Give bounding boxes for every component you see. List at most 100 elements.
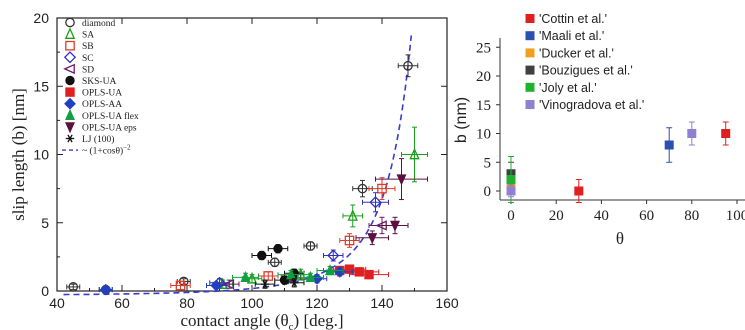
point-sa-3 [347, 209, 358, 221]
legend-marker-10-stroke [67, 134, 73, 143]
legend-marker-2 [65, 40, 75, 51]
point-diamond-3-shape [269, 257, 280, 268]
point-opls-ua-3-shape [364, 269, 374, 280]
point-lj-100--1-stroke [291, 278, 297, 287]
point-sb-2-shape [344, 235, 355, 246]
point-sb-1-shape [263, 271, 274, 281]
right-point-5-0 [506, 186, 516, 196]
point-diamond-6-shape [403, 60, 413, 71]
right-point-1-1 [664, 140, 674, 150]
right-y-tick-label: 5 [484, 155, 492, 171]
right-point-0-0 [574, 186, 584, 196]
point-opls-ua-flex-0-shape [240, 270, 251, 283]
point-sb-3 [377, 183, 387, 194]
point-opls-aa-0 [99, 283, 112, 296]
point-sb-2 [344, 235, 355, 246]
right-legend-marker-0 [525, 14, 535, 23]
legend-marker-8 [65, 108, 75, 120]
point-opls-ua-2 [354, 267, 364, 277]
left-y-axis-label: slip length (b) [nm] [9, 88, 28, 221]
right-y-axis-label: b (nm) [453, 97, 470, 143]
point-opls-ua-flex-0 [240, 270, 251, 283]
point-sb-1 [263, 271, 274, 281]
point-lj-100--0-stroke [262, 280, 268, 289]
left-y-tick-label: 20 [33, 10, 49, 26]
legend-marker-4-shape [63, 63, 75, 75]
point-opls-ua-flex-1-shape [286, 268, 296, 280]
point-diamond-0-shape [68, 282, 79, 292]
right-legend-label-5: 'Vinogradova et al.' [539, 98, 644, 112]
point-opls-aa-1-shape [210, 279, 223, 292]
left-x-axis-label-main: contact angle (θ [180, 311, 288, 330]
point-sa-1-shape [246, 271, 258, 284]
point-sc-1 [327, 249, 340, 262]
point-sa-4 [409, 147, 420, 160]
legend-label-9: OPLS-UA eps [82, 123, 137, 133]
legend-marker-0 [65, 17, 75, 28]
right-legend-marker-3 [525, 65, 535, 75]
left-x-tick-label: 140 [370, 295, 394, 311]
point-lj-100--1 [290, 278, 299, 287]
point-opls-aa-1 [210, 279, 223, 292]
point-diamond-4-shape [305, 241, 316, 251]
left-y-tick-label: 10 [33, 147, 49, 163]
fit-curve-line [63, 35, 413, 296]
right-x-tick-label: 40 [594, 208, 609, 224]
point-opls-ua-eps-1-shape [396, 174, 407, 186]
left-yerr-0-6 [405, 54, 411, 78]
right-legend-marker-2 [525, 48, 535, 58]
point-sc-1-shape [327, 249, 340, 262]
right-legend-label-1: 'Maali et al.' [539, 29, 604, 43]
legend-marker-3 [63, 51, 77, 64]
right-point-0-1 [721, 129, 731, 138]
legend-marker-8-shape [65, 108, 75, 120]
point-opls-ua-flex-1 [286, 268, 296, 280]
right-x-tick-label: 0 [507, 208, 515, 224]
point-sa-1 [246, 271, 258, 284]
legend-marker-9 [65, 122, 75, 134]
legend-fit-label: ~ (1+cosθ)−2 [82, 144, 131, 157]
right-x-axis-label: θ [616, 229, 624, 248]
legend-marker-2-shape [65, 40, 75, 51]
legend-marker-1-shape [64, 27, 76, 39]
point-diamond-3 [269, 257, 280, 268]
left-yerr-1-3 [350, 204, 356, 228]
point-sks-ua-0-shape [257, 250, 267, 261]
right-legend-marker-1 [525, 31, 535, 41]
right-x-tick-label: 60 [639, 208, 654, 224]
point-sb-3-shape [377, 183, 387, 194]
point-sb-0-shape [175, 280, 186, 291]
legend-marker-3-shape [63, 51, 77, 64]
legend-label-5: SKS-UA [82, 77, 116, 87]
point-sks-ua-0 [257, 250, 267, 261]
legend-marker-6-shape [65, 87, 75, 97]
right-x-tick-label: 20 [549, 208, 564, 224]
right-y-tick-label: 25 [476, 40, 491, 56]
left-y-tick-label: 0 [41, 283, 49, 299]
point-sb-0 [175, 280, 186, 291]
left-yerr-3-2 [373, 192, 378, 213]
legend-label-6: OPLS-UA [82, 89, 122, 99]
legend-marker-7 [64, 97, 76, 110]
left-yerr-2-3 [379, 177, 385, 201]
left-x-axis-label-sub: c [289, 321, 294, 330]
legend-marker-10 [65, 134, 75, 143]
legend-marker-5-shape [65, 75, 75, 86]
left-x-tick-label: 80 [179, 295, 195, 311]
legend-label-8: OPLS-UA flex [82, 111, 139, 122]
legend-fit-label-sup: −2 [123, 144, 131, 152]
legend-label-10: LJ (100) [82, 134, 114, 145]
left-yerr-1-4 [412, 126, 417, 183]
point-sc-2 [369, 196, 382, 209]
point-sa-3-shape [347, 209, 358, 221]
point-opls-ua-eps-0 [367, 233, 378, 245]
right-x-tick-label: 80 [684, 208, 699, 224]
left-y-tick-label: 5 [41, 215, 49, 231]
legend-marker-7-shape [64, 97, 76, 110]
legend-label-2: SB [82, 42, 94, 52]
legend-label-0: diamond [82, 19, 115, 29]
point-opls-aa-0-shape [99, 283, 112, 296]
right-point-4-0 [506, 175, 516, 184]
point-opls-ua-flex-2-shape [305, 270, 316, 283]
legend-marker-4 [63, 63, 75, 75]
